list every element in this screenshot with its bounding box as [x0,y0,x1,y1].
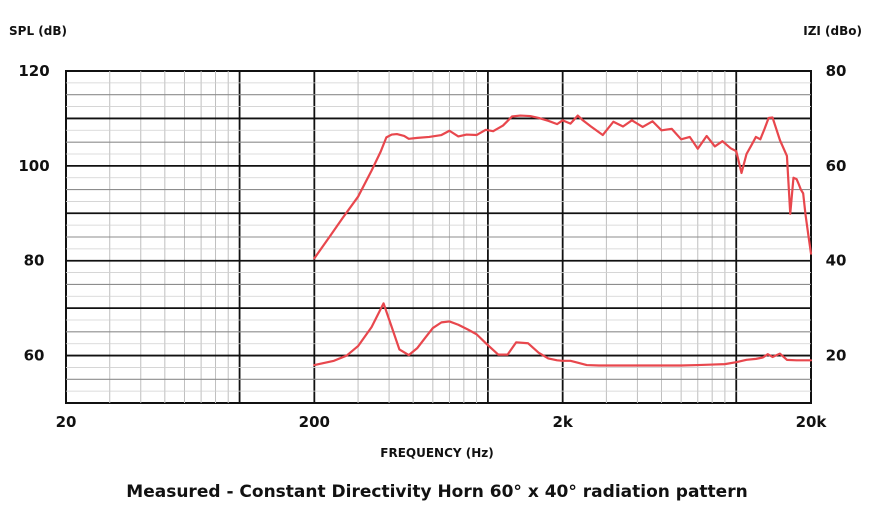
lower-response-curve [313,302,813,367]
x-tick-label: 20 [56,413,77,431]
left-y-tick-label: 60 [24,347,45,365]
left-y-tick-label: 80 [24,252,45,270]
left-y-tick-label: 120 [18,62,49,80]
right-y-tick-label: 20 [826,347,847,365]
left-y-axis-ticks: 60 80 100 120 [18,62,49,365]
x-tick-label: 2k [552,413,573,431]
right-y-tick-label: 60 [826,157,847,175]
left-y-axis-label: SPL (dB) [9,24,67,38]
right-y-tick-label: 80 [826,62,847,80]
series-layer [313,114,813,367]
left-y-tick-label: 100 [18,157,49,175]
x-axis-label: FREQUENCY (Hz) [380,446,494,460]
right-y-axis-ticks: 20 40 60 80 [826,62,847,365]
x-axis-ticks: 20 200 2k 20k [56,413,828,431]
right-y-axis-label: IZI (dBo) [803,24,862,38]
x-tick-label: 20k [796,413,828,431]
on-axis-spl-curve [313,114,813,260]
chart-caption: Measured - Constant Directivity Horn 60°… [126,482,747,502]
x-tick-label: 200 [299,413,330,431]
chart-grid [65,70,812,404]
right-y-tick-label: 40 [826,252,847,270]
